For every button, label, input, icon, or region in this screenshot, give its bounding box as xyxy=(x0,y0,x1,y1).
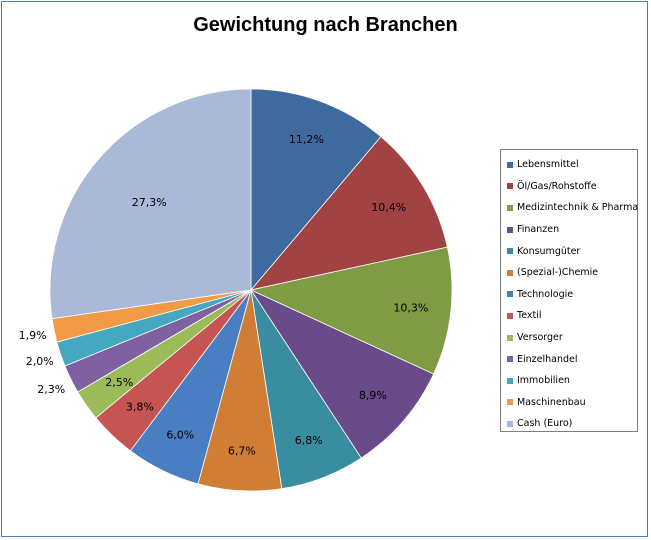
legend-swatch xyxy=(507,312,513,319)
legend-swatch xyxy=(507,356,513,363)
data-label: 2,3% xyxy=(37,383,65,396)
data-label: 6,7% xyxy=(228,445,256,458)
legend-item: Konsumgüter xyxy=(507,240,637,262)
legend-label: Lebensmittel xyxy=(517,159,579,171)
legend-item: Cash (Euro) xyxy=(507,413,637,435)
legend-item: Öl/Gas/Rohstoffe xyxy=(507,176,637,198)
legend-swatch xyxy=(507,420,513,427)
legend-label: Textil xyxy=(517,310,542,322)
pie-slice-cash-euro xyxy=(49,88,252,320)
legend-label: Technologie xyxy=(517,288,574,300)
data-label: 10,4% xyxy=(371,201,406,214)
data-label: 27,3% xyxy=(132,196,167,209)
legend-label: Öl/Gas/Rohstoffe xyxy=(517,180,597,192)
legend-label: Einzelhandel xyxy=(517,353,578,365)
legend-label: Finanzen xyxy=(517,224,560,236)
pie-slice-medizintechnik-pharma xyxy=(249,246,453,375)
legend-label: Maschinenbau xyxy=(517,396,586,408)
legend-swatch xyxy=(507,399,513,406)
legend-item: Medizintechnik & Pharma xyxy=(507,197,639,219)
data-label: 2,5% xyxy=(105,376,133,389)
legend-item: Finanzen xyxy=(507,219,637,241)
pie-slice-l-gas-rohstoffe xyxy=(249,136,448,291)
legend-item: Lebensmittel xyxy=(507,154,637,176)
legend-item: Technologie xyxy=(507,284,637,306)
pie-slice-lebensmittel xyxy=(250,88,382,292)
legend-swatch xyxy=(507,334,513,341)
legend-swatch xyxy=(507,269,513,276)
legend: Lebensmittel Öl/Gas/Rohstoffe Medizintechn… xyxy=(500,149,638,432)
data-label: 6,8% xyxy=(295,434,323,447)
legend-swatch xyxy=(507,161,513,168)
pie-slice-finanzen xyxy=(249,289,435,459)
legend-swatch xyxy=(507,204,513,211)
legend-label: Konsumgüter xyxy=(517,245,581,257)
data-label: 1,9% xyxy=(19,329,47,342)
legend-label: (Spezial-)Chemie xyxy=(517,267,599,279)
legend-swatch xyxy=(507,183,513,190)
data-label: 10,3% xyxy=(393,301,428,314)
data-label: 8,9% xyxy=(359,389,387,402)
data-label: 3,8% xyxy=(126,400,154,413)
data-label: 6,0% xyxy=(166,428,194,441)
legend-swatch xyxy=(507,248,513,255)
legend-item: (Spezial-)Chemie xyxy=(507,262,637,284)
legend-item: Einzelhandel xyxy=(507,348,637,370)
legend-item: Maschinenbau xyxy=(507,392,637,414)
legend-swatch xyxy=(507,226,513,233)
legend-label: Cash (Euro) xyxy=(517,418,573,430)
legend-swatch xyxy=(507,377,513,384)
legend-label: Medizintechnik & Pharma xyxy=(517,202,639,214)
legend-item: Immobilien xyxy=(507,370,637,392)
legend-label: Immobilien xyxy=(517,375,570,387)
legend-item: Versorger xyxy=(507,327,637,349)
chart-title: Gewichtung nach Branchen xyxy=(193,14,458,36)
data-label: 11,2% xyxy=(289,133,324,146)
legend-swatch xyxy=(507,291,513,298)
legend-label: Versorger xyxy=(517,332,563,344)
data-label: 2,0% xyxy=(26,355,54,368)
legend-item: Textil xyxy=(507,305,637,327)
